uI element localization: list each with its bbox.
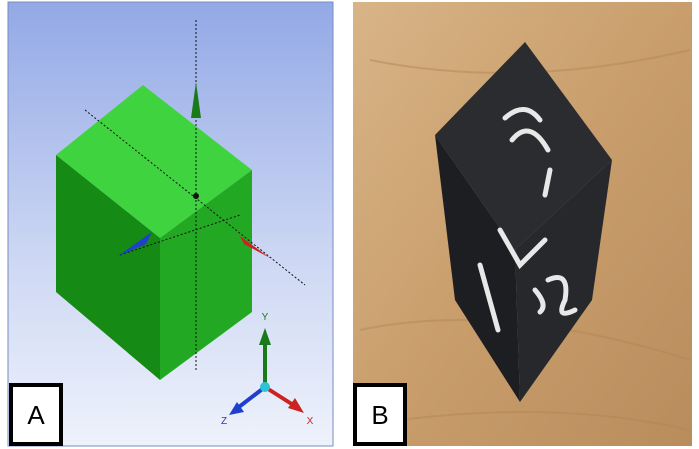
axis-label: X [307,416,314,427]
arrow [191,82,201,118]
handwriting [477,107,578,333]
axis-line [119,214,241,256]
axis-label: Z [221,416,227,427]
triad-arrow [288,398,304,413]
label-box [9,383,63,446]
label-box [353,383,407,446]
triad-arrow [229,402,244,415]
triad-arrow [259,328,271,345]
panel-b: B [353,2,692,446]
origin [193,193,199,199]
cube-top [56,85,252,238]
triad-axis [233,385,267,412]
cube-left [56,155,160,380]
arrow [240,236,270,258]
block-top [435,42,612,250]
triad-origin [260,382,270,392]
panel-a: Y Z X A [7,1,334,447]
block-left [435,135,520,402]
cube-right [160,170,252,380]
panel-label: B [371,400,388,430]
axis-label: Y [262,312,269,323]
panel-label: A [27,400,45,430]
arrow [118,232,152,256]
